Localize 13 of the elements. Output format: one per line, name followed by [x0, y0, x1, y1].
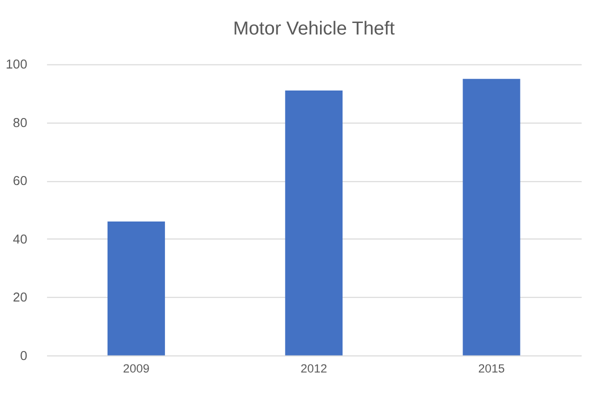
y-tick-label: 80	[12, 114, 28, 130]
y-tick-label: 0	[20, 348, 28, 363]
bar	[108, 221, 165, 356]
y-tick-label: 100	[6, 56, 28, 72]
chart-title: Motor Vehicle Theft	[233, 18, 396, 39]
bar	[285, 90, 343, 356]
x-tick-label: 2012	[300, 362, 328, 376]
bar	[462, 78, 520, 356]
x-tick-label: 2015	[478, 362, 506, 376]
x-tick-label: 2009	[123, 362, 150, 376]
y-tick-label: 60	[12, 173, 28, 188]
y-tick-label: 20	[12, 290, 28, 305]
y-tick-label: 40	[12, 231, 28, 246]
